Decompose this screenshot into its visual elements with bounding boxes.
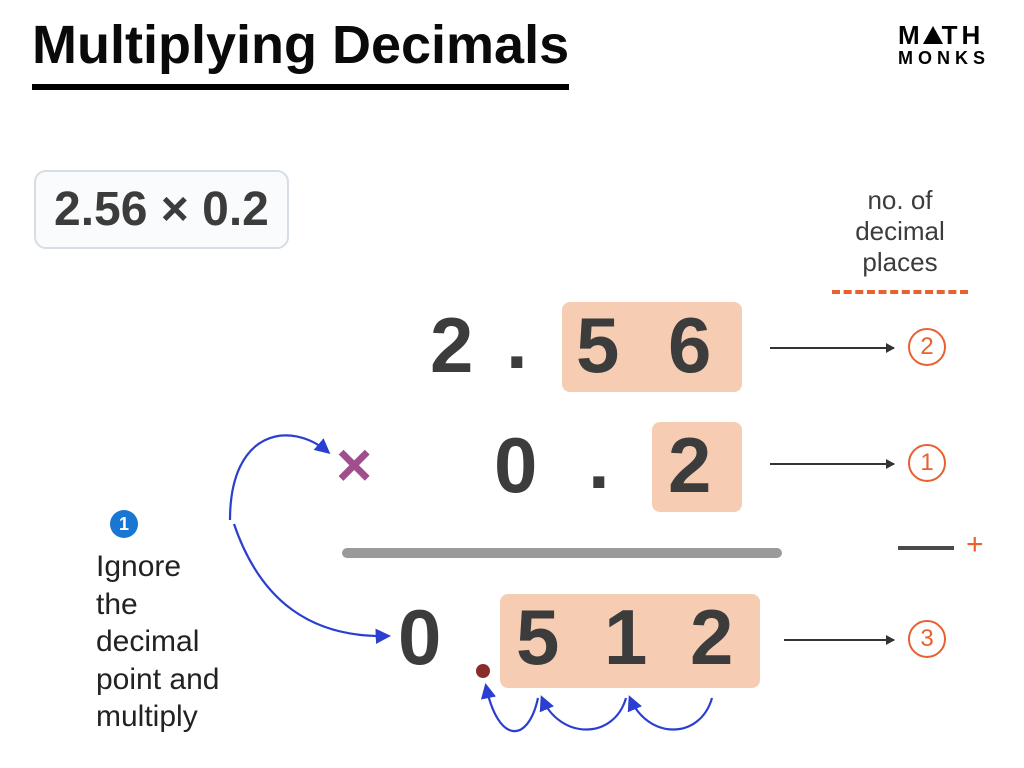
result-d1: 5 (516, 592, 559, 683)
logo-text-th: TH (942, 20, 985, 50)
logo-triangle-icon (923, 26, 943, 44)
row2-frac: 2 (668, 420, 711, 511)
sum-bar (898, 546, 954, 550)
dashed-underline (832, 290, 968, 294)
result-d3: 2 (690, 592, 733, 683)
row1-frac-a: 5 (576, 300, 619, 391)
label-line: no. of (830, 185, 970, 216)
row1-dot: . (506, 296, 528, 387)
places-circle-row2: 1 (908, 444, 946, 482)
plus-sign: + (966, 528, 984, 562)
step1-line: Ignore (96, 548, 219, 586)
result-decimal-dot (476, 664, 490, 678)
step1-line: decimal (96, 623, 219, 661)
logo-text-m: M (898, 20, 924, 50)
step1-line: point and (96, 661, 219, 699)
logo: M TH MONKS (898, 22, 990, 68)
row2-dot: . (588, 416, 610, 507)
result-d2: 1 (604, 592, 647, 683)
places-circle-row1: 2 (908, 328, 946, 366)
decimal-places-label: no. of decimal places (830, 185, 970, 279)
logo-line2: MONKS (898, 49, 990, 68)
arrow-row2 (770, 463, 894, 465)
problem-expression: 2.56 × 0.2 (34, 170, 289, 249)
step1-text: Ignore the decimal point and multiply (96, 548, 219, 736)
label-line: places (830, 247, 970, 278)
places-circle-result: 3 (908, 620, 946, 658)
result-int: 0 (398, 592, 441, 683)
label-line: decimal (830, 216, 970, 247)
equals-bar (342, 548, 782, 558)
page-title: Multiplying Decimals (32, 14, 569, 90)
step1-line: multiply (96, 698, 219, 736)
logo-line1: M TH (898, 22, 990, 49)
row1-int: 2 (430, 300, 473, 391)
multiply-symbol: × (336, 430, 372, 501)
step1-line: the (96, 586, 219, 624)
arrow-result (784, 639, 894, 641)
row1-frac-b: 6 (668, 300, 711, 391)
row2-int: 0 (494, 420, 537, 511)
arrow-row1 (770, 347, 894, 349)
step1-badge: 1 (110, 510, 138, 538)
